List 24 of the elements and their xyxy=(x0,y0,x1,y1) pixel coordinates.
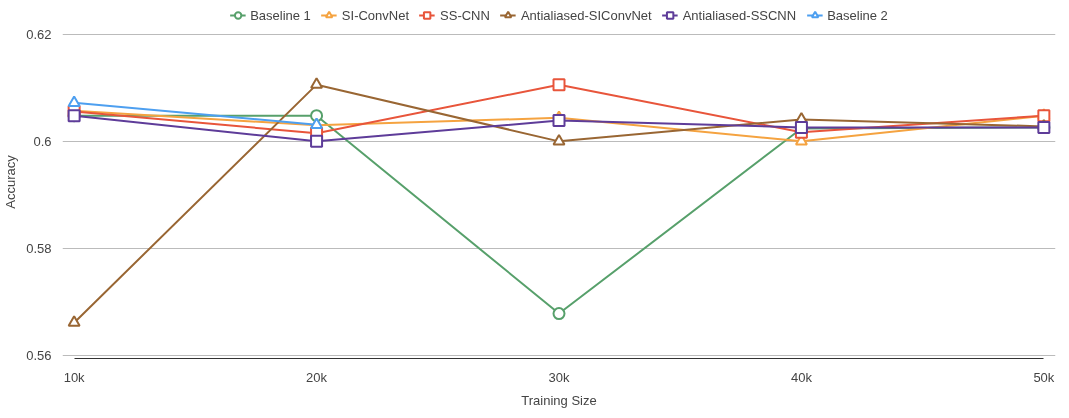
x-tick-label: 20k xyxy=(306,369,328,385)
legend-label: Baseline 1 xyxy=(250,7,311,23)
legend-label: SS-CNN xyxy=(440,7,490,23)
x-tick-label: 10k xyxy=(63,369,86,385)
y-tick-label: 0.58 xyxy=(26,240,52,256)
y-axis-title: Accuracy xyxy=(3,154,19,209)
legend-label: Baseline 2 xyxy=(827,7,888,23)
legend-label: Antialiased-SSCNN xyxy=(682,7,797,23)
point xyxy=(552,307,566,321)
point xyxy=(67,315,81,327)
x-tick-label: 30k xyxy=(548,369,570,385)
x-axis-title: Training Size xyxy=(521,392,597,408)
point xyxy=(310,134,324,148)
x-tick-label: 40k xyxy=(790,369,813,385)
legend-label: SI-ConvNet xyxy=(341,7,410,23)
y-tick-label: 0.62 xyxy=(26,26,52,42)
y-tick-label: 0.56 xyxy=(26,347,52,363)
y-tick-label: 0.6 xyxy=(33,133,52,149)
legend-label: Antialiased-SIConvNet xyxy=(520,7,652,23)
x-tick-label: 50k xyxy=(1033,369,1055,385)
point xyxy=(310,77,324,89)
point xyxy=(552,78,566,92)
point xyxy=(552,113,566,127)
point xyxy=(552,134,566,146)
